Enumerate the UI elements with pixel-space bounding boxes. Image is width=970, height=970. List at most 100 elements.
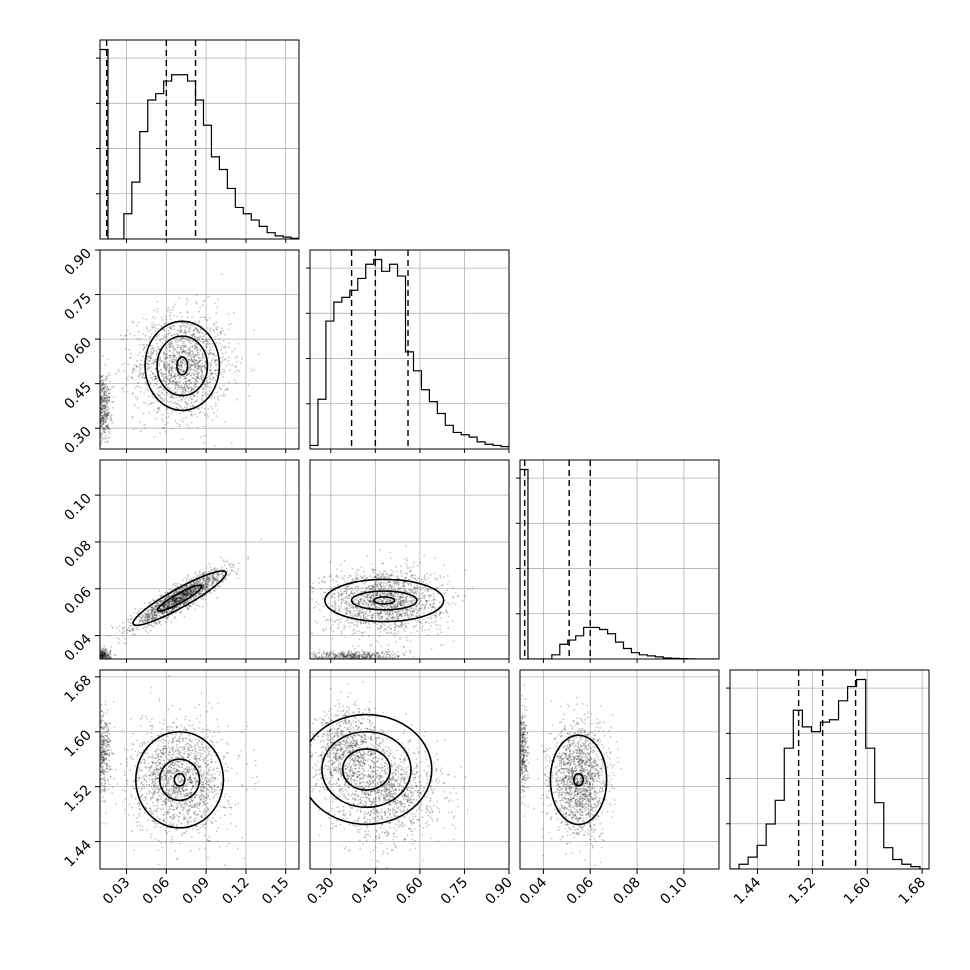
scatter-point	[182, 347, 185, 349]
scatter-point	[182, 594, 185, 597]
scatter-point	[169, 343, 172, 346]
scatter-point	[186, 384, 188, 387]
scatter-point	[180, 598, 183, 601]
scatter-point	[199, 357, 202, 360]
scatter-point	[166, 412, 169, 415]
scatter-point	[104, 415, 107, 418]
scatter-point	[102, 381, 104, 384]
scatter-point	[191, 364, 193, 367]
scatter-point	[108, 450, 110, 452]
scatter-point	[100, 442, 103, 445]
scatter-point	[212, 358, 215, 361]
scatter-point	[163, 366, 166, 369]
scatter-point	[149, 613, 152, 616]
scatter-point	[104, 648, 107, 651]
scatter-point	[395, 570, 398, 573]
scatter-point	[98, 416, 100, 418]
scatter-point	[142, 355, 145, 358]
scatter-point	[96, 434, 98, 436]
scatter-point	[145, 629, 147, 632]
scatter-point	[180, 358, 183, 361]
scatter-point	[168, 363, 171, 365]
scatter-point	[96, 654, 98, 656]
scatter-point	[179, 612, 182, 614]
scatter-point	[182, 350, 185, 352]
scatter-point	[142, 627, 145, 630]
scatter-point	[211, 407, 214, 410]
scatter-point	[210, 405, 213, 408]
scatter-point	[424, 589, 426, 592]
scatter-point	[202, 573, 205, 575]
scatter-point	[193, 395, 195, 398]
scatter-point	[351, 622, 353, 625]
scatter-point	[164, 382, 167, 385]
scatter-point	[166, 618, 169, 620]
scatter-point	[187, 359, 190, 361]
scatter-point	[192, 329, 195, 332]
scatter-point	[179, 326, 182, 329]
scatter-point	[340, 632, 343, 635]
scatter-point	[215, 321, 218, 324]
scatter-point	[421, 625, 424, 627]
scatter-point	[103, 386, 106, 389]
scatter-point	[152, 409, 155, 412]
scatter-point	[165, 369, 167, 371]
scatter-point	[191, 334, 194, 336]
scatter-point	[98, 652, 100, 654]
scatter-point	[329, 561, 332, 564]
scatter-point	[220, 388, 222, 390]
scatter-point	[157, 333, 160, 336]
scatter-point	[94, 404, 96, 406]
scatter-point	[197, 580, 200, 583]
scatter-point	[184, 377, 186, 380]
scatter-point	[185, 353, 188, 356]
scatter-point	[400, 572, 403, 574]
scatter-point	[178, 381, 181, 384]
scatter-point	[104, 450, 106, 452]
scatter-point	[325, 627, 327, 630]
scatter-point	[203, 365, 206, 367]
scatter-point	[102, 355, 104, 357]
scatter-point	[168, 588, 171, 591]
scatter-point	[452, 640, 455, 643]
scatter-point	[132, 367, 135, 370]
scatter-point	[198, 594, 200, 597]
scatter-point	[100, 424, 103, 426]
scatter-point	[164, 353, 167, 356]
scatter-point	[197, 367, 200, 369]
scatter-point	[103, 420, 106, 423]
scatter-point	[182, 591, 185, 594]
scatter-point	[147, 612, 150, 615]
scatter-point	[101, 406, 104, 409]
scatter-point	[172, 367, 174, 369]
scatter-point	[100, 419, 103, 421]
scatter-point	[197, 365, 200, 367]
scatter-point	[185, 339, 188, 341]
scatter-point	[98, 402, 100, 404]
scatter-point	[196, 375, 199, 378]
scatter-point	[145, 343, 148, 346]
scatter-point	[152, 349, 155, 352]
scatter-point	[174, 388, 177, 390]
scatter-point	[189, 351, 191, 354]
scatter-point	[322, 628, 324, 631]
scatter-point	[113, 385, 115, 388]
scatter-point	[161, 613, 164, 615]
scatter-point	[98, 403, 100, 405]
contour-level-0	[144, 320, 221, 412]
scatter-point	[224, 358, 227, 360]
scatter-point	[236, 369, 239, 372]
scatter-point	[171, 383, 173, 385]
scatter-point	[97, 656, 99, 658]
scatter-point	[145, 620, 148, 622]
scatter-point	[214, 579, 217, 581]
scatter-point	[135, 369, 137, 372]
scatter-point	[188, 349, 190, 352]
scatter-point	[191, 414, 194, 417]
scatter-point	[204, 366, 207, 369]
scatter-point	[190, 410, 193, 413]
scatter-point	[97, 400, 99, 402]
scatter-point	[389, 557, 392, 559]
scatter-point	[177, 346, 180, 349]
scatter-point	[214, 402, 217, 405]
